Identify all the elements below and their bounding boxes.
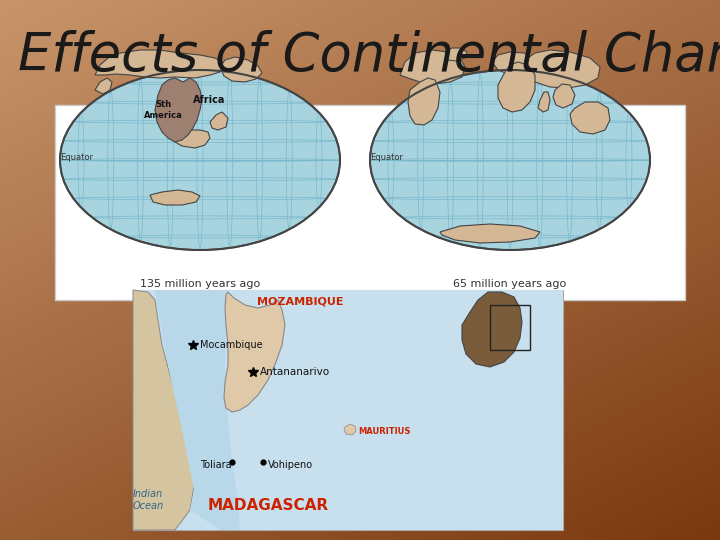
Text: 135 million years ago: 135 million years ago <box>140 279 260 289</box>
Polygon shape <box>445 48 467 61</box>
Polygon shape <box>525 50 600 88</box>
Polygon shape <box>553 84 575 108</box>
Text: Equator: Equator <box>370 153 403 163</box>
Polygon shape <box>440 224 540 243</box>
Text: Effects of Continental Change: Effects of Continental Change <box>18 30 720 82</box>
Bar <box>133 290 563 530</box>
Ellipse shape <box>370 70 650 250</box>
Bar <box>55 105 685 300</box>
Polygon shape <box>462 292 522 367</box>
Polygon shape <box>400 50 465 84</box>
Text: Toliara: Toliara <box>200 460 232 470</box>
Bar <box>133 290 563 530</box>
Text: Sth
America: Sth America <box>143 100 182 120</box>
Text: 65 million years ago: 65 million years ago <box>454 279 567 289</box>
Polygon shape <box>175 130 210 148</box>
Polygon shape <box>210 112 228 130</box>
Polygon shape <box>155 78 202 142</box>
Text: Indian
Ocean: Indian Ocean <box>132 489 163 511</box>
Polygon shape <box>538 92 550 112</box>
Bar <box>490 305 530 350</box>
Polygon shape <box>408 78 440 125</box>
Ellipse shape <box>60 70 340 250</box>
Polygon shape <box>224 292 285 412</box>
Text: Equator: Equator <box>60 153 93 163</box>
Polygon shape <box>95 50 225 78</box>
Polygon shape <box>220 57 262 82</box>
Text: MAURITIUS: MAURITIUS <box>358 428 410 436</box>
Text: Africa: Africa <box>193 95 225 105</box>
Polygon shape <box>155 290 240 530</box>
Text: Mocambique: Mocambique <box>200 340 263 350</box>
Polygon shape <box>498 62 535 112</box>
Polygon shape <box>344 424 356 435</box>
Text: MOZAMBIQUE: MOZAMBIQUE <box>257 297 343 307</box>
Text: MADAGASCAR: MADAGASCAR <box>207 497 328 512</box>
Text: Antananarivo: Antananarivo <box>260 367 330 377</box>
Text: Vohipeno: Vohipeno <box>268 460 313 470</box>
Polygon shape <box>133 290 195 530</box>
Polygon shape <box>492 52 535 74</box>
Polygon shape <box>95 78 112 94</box>
Polygon shape <box>150 190 200 205</box>
Polygon shape <box>570 102 610 134</box>
